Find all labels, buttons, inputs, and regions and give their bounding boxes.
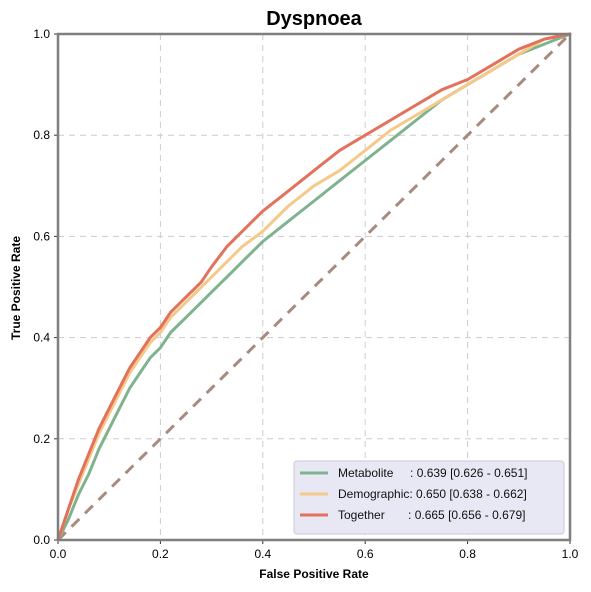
x-tick-label: 0.0 [50, 547, 67, 561]
plot-frame [56, 32, 572, 542]
roc-curve-together [56, 32, 572, 542]
x-tick-label: 0.2 [152, 547, 169, 561]
y-tick-label: 0.6 [33, 229, 50, 243]
y-tick-label: 1.0 [33, 27, 50, 41]
y-tick-label: 0.8 [33, 128, 50, 142]
roc-curve-demographic [56, 32, 572, 542]
y-axis-label: True Positive Rate [9, 236, 23, 340]
reference-diagonal [56, 32, 572, 542]
chart-title: Dyspnoea [266, 8, 362, 30]
x-tick-label: 1.0 [562, 547, 579, 561]
x-tick-label: 0.8 [459, 547, 476, 561]
x-axis-label: False Positive Rate [259, 567, 369, 581]
grid-lines [58, 34, 570, 540]
roc-curves [56, 32, 572, 542]
x-tick-label: 0.6 [357, 547, 374, 561]
x-axis-ticks: 0.0 0.2 0.4 0.6 0.8 1.0 [50, 540, 579, 561]
chance-line [56, 32, 572, 542]
legend: Metabolite : 0.639 [0.626 - 0.651] Demogr… [293, 460, 565, 535]
legend-label-metabolite: Metabolite : 0.639 [0.626 - 0.651] [338, 466, 527, 480]
y-tick-label: 0.0 [33, 533, 50, 547]
x-tick-label: 0.4 [254, 547, 271, 561]
legend-label-together: Together : 0.665 [0.656 - 0.679] [338, 508, 525, 522]
y-tick-label: 0.4 [33, 331, 50, 345]
legend-label-demographic: Demographic: 0.650 [0.638 - 0.662] [338, 487, 527, 501]
legend-box [293, 460, 565, 535]
y-tick-label: 0.2 [33, 432, 50, 446]
y-axis-ticks: 0.0 0.2 0.4 0.6 0.8 1.0 [33, 27, 58, 547]
